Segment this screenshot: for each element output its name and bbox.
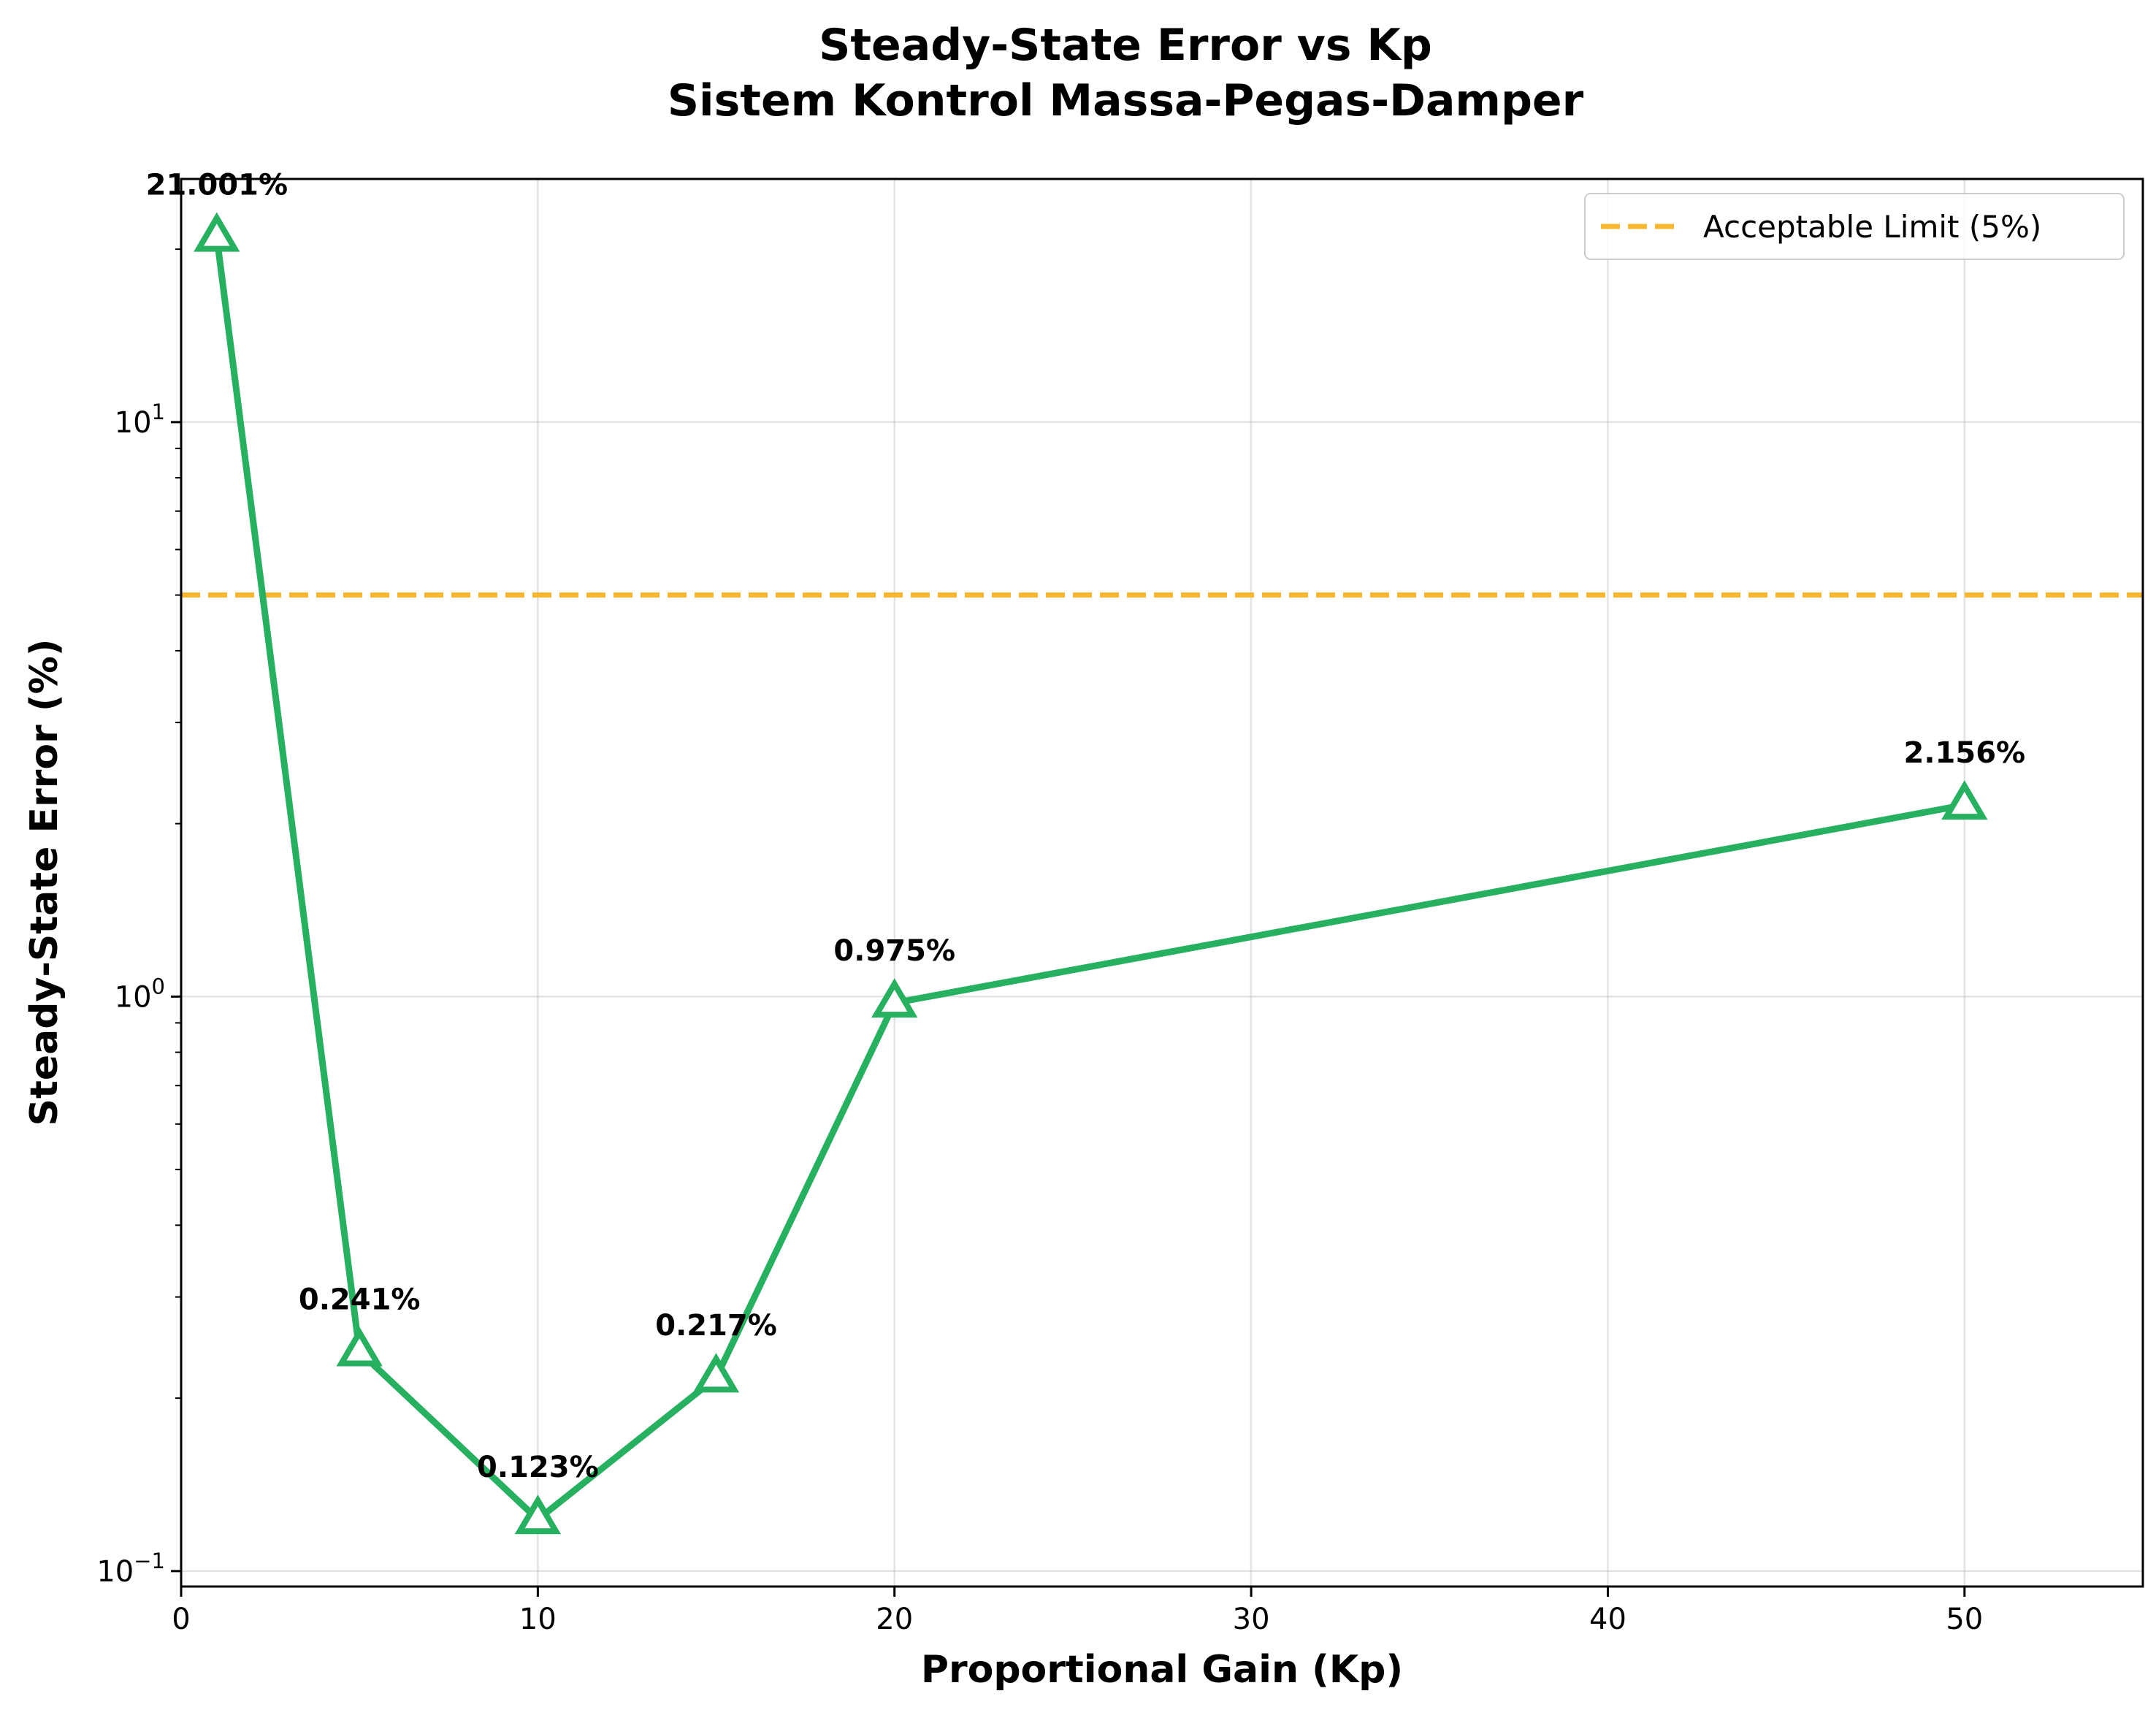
chart-title-line2: Sistem Kontrol Massa-Pegas-Damper (668, 75, 1584, 126)
y-tick-label: 10−1 (96, 1549, 165, 1589)
x-tick-label: 50 (1946, 1603, 1983, 1636)
y-tick-label: 100 (115, 974, 165, 1014)
x-tick-label: 0 (172, 1603, 190, 1636)
data-point-marker (194, 212, 240, 252)
x-axis-ticks: 0 10 20 30 40 50 (172, 1587, 1983, 1636)
x-tick-label: 20 (876, 1603, 913, 1636)
x-tick-label: 10 (519, 1603, 557, 1636)
data-point-marker (692, 1353, 740, 1393)
data-label: 0.241% (299, 1283, 421, 1316)
x-tick-label: 30 (1233, 1603, 1270, 1636)
data-labels: 21.001% 0.241% 0.123% 0.217% 0.975% 2.156% (146, 168, 2026, 1484)
data-point-marker (514, 1494, 562, 1535)
legend: Acceptable Limit (5%) (1584, 193, 2125, 260)
data-point-marker (871, 978, 918, 1018)
y-axis-ticks: 101 100 10−1 (96, 248, 181, 1589)
grid (180, 179, 2143, 1587)
legend-label: Acceptable Limit (5%) (1703, 209, 2041, 245)
data-point-marker (1941, 780, 1988, 820)
x-tick-label: 40 (1589, 1603, 1626, 1636)
x-axis-label: Proportional Gain (Kp) (921, 1648, 1403, 1692)
y-tick-label: 101 (115, 400, 165, 440)
data-point-marker (336, 1326, 383, 1367)
data-label: 0.975% (833, 934, 955, 968)
legend-box (1584, 193, 2125, 260)
series-layer (194, 212, 1988, 1535)
series-line (213, 233, 1968, 1523)
y-axis-label: Steady-State Error (%) (23, 639, 66, 1126)
data-label: 0.123% (477, 1451, 599, 1484)
data-label: 0.217% (655, 1309, 777, 1343)
chart-title-line1: Steady-State Error vs Kp (819, 20, 1432, 71)
data-label: 21.001% (146, 168, 288, 202)
data-label: 2.156% (1904, 736, 2026, 770)
plot-frame (180, 177, 2144, 1588)
